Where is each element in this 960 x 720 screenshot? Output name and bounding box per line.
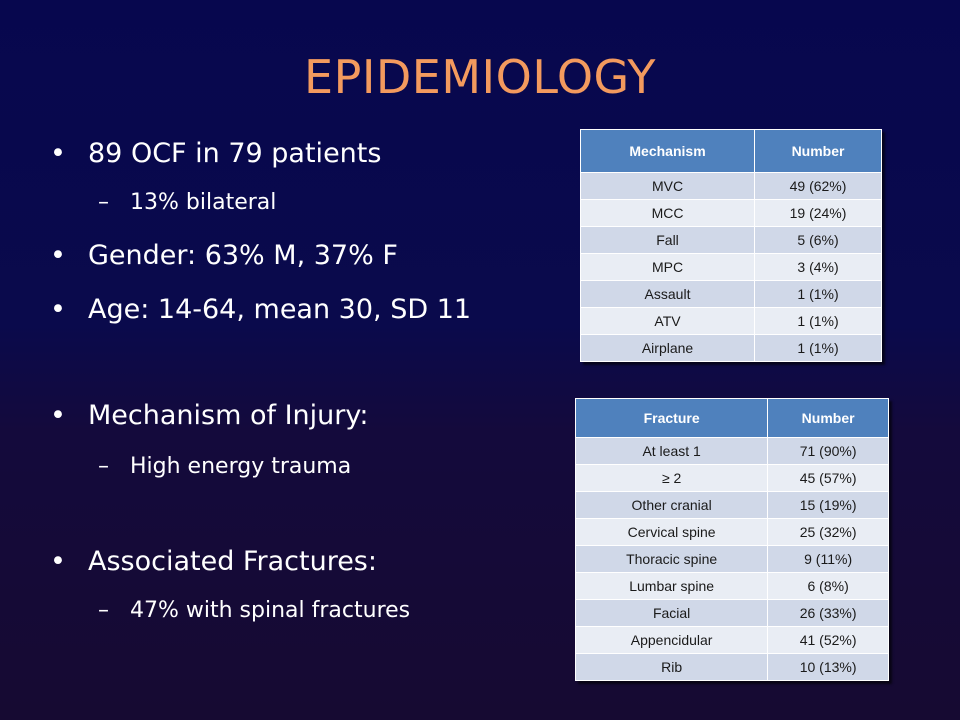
table-cell: Fall bbox=[579, 226, 756, 254]
table-row: MCC 19 (24%) bbox=[579, 199, 882, 227]
bullet-text: Age: 14-64, mean 30, SD 11 bbox=[88, 294, 472, 325]
table-cell: Lumbar spine bbox=[574, 572, 769, 600]
bullet-marker: • bbox=[50, 400, 66, 431]
table-cell: 6 (8%) bbox=[767, 572, 889, 600]
bullet-marker: • bbox=[50, 294, 66, 325]
bullet-text: Associated Fractures: bbox=[88, 546, 377, 577]
table-row: MVC 49 (62%) bbox=[579, 172, 882, 200]
table-cell: 1 (1%) bbox=[754, 307, 882, 335]
table-cell: 19 (24%) bbox=[754, 199, 882, 227]
sub-bullet-item: – High energy trauma bbox=[98, 454, 351, 479]
table-cell: Rib bbox=[574, 653, 769, 681]
bullet-marker: • bbox=[50, 240, 66, 271]
table-cell: Airplane bbox=[579, 334, 756, 362]
table-row: MPC 3 (4%) bbox=[579, 253, 882, 281]
table-cell: 1 (1%) bbox=[754, 280, 882, 308]
bullet-item: • Mechanism of Injury: bbox=[50, 400, 368, 431]
dash-marker: – bbox=[98, 598, 109, 623]
bullet-text: Mechanism of Injury: bbox=[88, 400, 369, 431]
table-row: Appencidular 41 (52%) bbox=[574, 626, 889, 654]
table-cell: 15 (19%) bbox=[767, 491, 889, 519]
bullet-item: • Gender: 63% M, 37% F bbox=[50, 240, 398, 271]
column-header: Number bbox=[754, 129, 882, 173]
table-cell: ≥ 2 bbox=[574, 464, 769, 492]
table-header-row: Mechanism Number bbox=[579, 129, 882, 173]
dash-marker: – bbox=[98, 190, 109, 215]
table-cell: 49 (62%) bbox=[754, 172, 882, 200]
bullet-marker: • bbox=[50, 138, 66, 169]
sub-bullet-item: –47% with spinal fractures bbox=[98, 598, 410, 623]
bullet-item: • 89 OCF in 79 patients bbox=[50, 138, 381, 169]
table-row: Other cranial 15 (19%) bbox=[574, 491, 889, 519]
table-cell: At least 1 bbox=[574, 437, 769, 465]
table-cell: ATV bbox=[579, 307, 756, 335]
bullet-text: Gender: 63% M, 37% F bbox=[88, 240, 398, 271]
table-cell: MPC bbox=[579, 253, 756, 281]
table-cell: 25 (32%) bbox=[767, 518, 889, 546]
table-cell: Facial bbox=[574, 599, 769, 627]
bullet-text: 89 OCF in 79 patients bbox=[88, 138, 382, 169]
table-row: Rib 10 (13%) bbox=[574, 653, 889, 681]
table-cell: Appencidular bbox=[574, 626, 769, 654]
table-cell: Cervical spine bbox=[574, 518, 769, 546]
column-header: Number bbox=[767, 398, 889, 438]
sub-bullet-text: High energy trauma bbox=[130, 454, 352, 479]
table-row: ≥ 2 45 (57%) bbox=[574, 464, 889, 492]
table-row: Lumbar spine 6 (8%) bbox=[574, 572, 889, 600]
bullet-marker: • bbox=[50, 546, 66, 577]
table-cell: Assault bbox=[579, 280, 756, 308]
table-cell: 5 (6%) bbox=[754, 226, 882, 254]
table-row: At least 1 71 (90%) bbox=[574, 437, 889, 465]
table-header-row: Fracture Number bbox=[574, 398, 889, 438]
table-row: Cervical spine 25 (32%) bbox=[574, 518, 889, 546]
table-cell: 45 (57%) bbox=[767, 464, 889, 492]
sub-bullet-text: 13% bilateral bbox=[130, 190, 277, 215]
table-cell: 10 (13%) bbox=[767, 653, 889, 681]
table-row: Facial 26 (33%) bbox=[574, 599, 889, 627]
table-row: Fall 5 (6%) bbox=[579, 226, 882, 254]
bullet-item: • Associated Fractures: bbox=[50, 546, 377, 577]
fracture-table: Fracture Number At least 1 71 (90%) ≥ 2 45… bbox=[574, 398, 889, 681]
table-row: ATV 1 (1%) bbox=[579, 307, 882, 335]
table-row: Assault 1 (1%) bbox=[579, 280, 882, 308]
table-cell: Thoracic spine bbox=[574, 545, 769, 573]
table-cell: MVC bbox=[579, 172, 756, 200]
table-cell: 1 (1%) bbox=[754, 334, 882, 362]
table-cell: 3 (4%) bbox=[754, 253, 882, 281]
mechanism-table: Mechanism Number MVC 49 (62%) MCC 19 (24%)… bbox=[579, 129, 882, 362]
dash-marker: – bbox=[98, 454, 109, 479]
table-cell: MCC bbox=[579, 199, 756, 227]
table-row: Airplane 1 (1%) bbox=[579, 334, 882, 362]
table-cell: Other cranial bbox=[574, 491, 769, 519]
column-header: Mechanism bbox=[579, 129, 756, 173]
table-cell: 41 (52%) bbox=[767, 626, 889, 654]
sub-bullet-text: 47% with spinal fractures bbox=[130, 598, 411, 623]
table-cell: 9 (11%) bbox=[767, 545, 889, 573]
column-header: Fracture bbox=[574, 398, 769, 438]
slide-title: EPIDEMIOLOGY bbox=[304, 50, 656, 104]
table-row: Thoracic spine 9 (11%) bbox=[574, 545, 889, 573]
bullet-item: • Age: 14-64, mean 30, SD 11 bbox=[50, 294, 471, 325]
table-cell: 26 (33%) bbox=[767, 599, 889, 627]
sub-bullet-item: –13% bilateral bbox=[98, 190, 276, 215]
table-cell: 71 (90%) bbox=[767, 437, 889, 465]
